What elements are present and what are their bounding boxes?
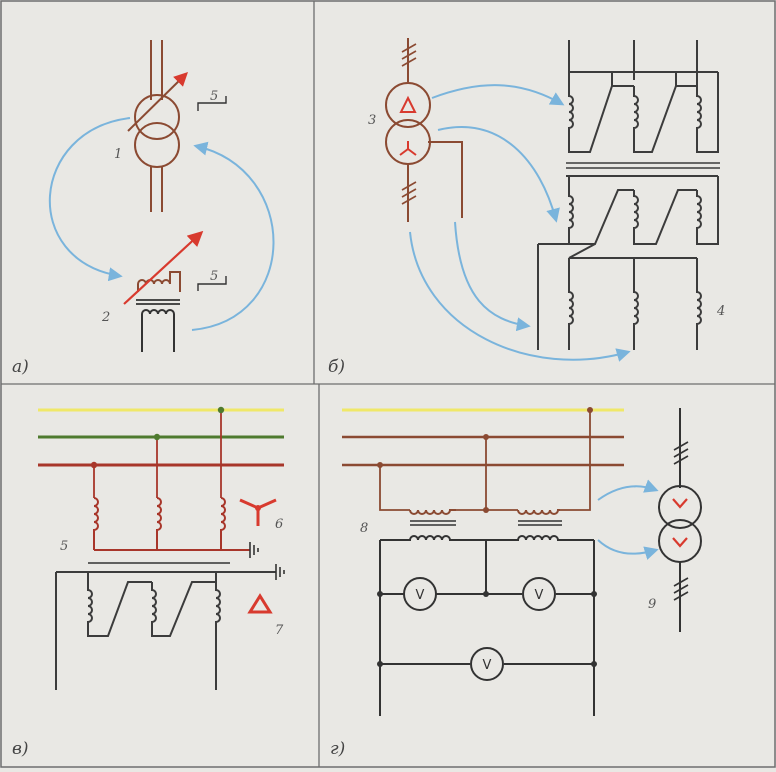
voltmeter-3: V bbox=[470, 647, 504, 681]
variable-arrow-2 bbox=[123, 230, 204, 305]
arrow-b2 bbox=[437, 126, 560, 223]
delta-symbol-7 bbox=[247, 593, 273, 614]
panel-v: 5 6 7 в) bbox=[12, 406, 285, 759]
voltmeter-2-symbol: V bbox=[535, 588, 544, 603]
transformer-symbol-1 bbox=[134, 94, 180, 168]
arrow-b3 bbox=[454, 221, 531, 332]
transformer-symbol-9 bbox=[658, 408, 702, 632]
panel-v-label: в) bbox=[12, 739, 29, 759]
delta-windings bbox=[566, 40, 720, 169]
star-symbol-6 bbox=[239, 498, 277, 526]
marker-5a: 5 bbox=[210, 89, 218, 104]
voltmeter-3-symbol: V bbox=[483, 658, 492, 673]
marker-6: 6 bbox=[275, 517, 283, 532]
marker-5-v: 5 bbox=[60, 539, 68, 554]
variable-arrow-1 bbox=[127, 72, 188, 132]
voltmeter-2: V bbox=[522, 577, 556, 611]
marker-2: 2 bbox=[101, 310, 110, 325]
transformer-symbol-3 bbox=[385, 38, 463, 222]
middle-windings bbox=[537, 175, 719, 350]
marker-4: 4 bbox=[716, 304, 725, 319]
transformer-2 bbox=[123, 230, 204, 352]
arrow-b4 bbox=[409, 231, 631, 362]
marker-9: 9 bbox=[648, 597, 656, 612]
voltmeter-1-symbol: V bbox=[416, 588, 425, 603]
voltage-transformer-primary bbox=[93, 497, 250, 551]
voltage-transformer-secondary bbox=[55, 571, 276, 690]
panel-b: 3 4 б) bbox=[328, 38, 725, 377]
marker-1: 1 bbox=[114, 147, 122, 162]
panel-a: 1 2 5 5 а) bbox=[12, 40, 275, 377]
panel-a-label: а) bbox=[12, 357, 29, 377]
marker-8: 8 bbox=[360, 521, 368, 536]
transformer-8-coils bbox=[380, 509, 594, 541]
panel-b-label: б) bbox=[328, 357, 345, 377]
marker-7: 7 bbox=[275, 623, 284, 638]
arrow-g2 bbox=[597, 539, 659, 560]
arc-arrow-a2 bbox=[191, 141, 275, 331]
voltmeter-grid bbox=[379, 540, 595, 716]
arc-arrow-a1 bbox=[48, 117, 131, 282]
star-windings bbox=[568, 243, 702, 350]
panel-g: V V V bbox=[330, 407, 702, 759]
voltmeter-1: V bbox=[403, 577, 437, 611]
step-symbol-5a bbox=[197, 96, 227, 111]
step-symbol-5b bbox=[197, 276, 227, 291]
arrow-g1 bbox=[597, 479, 659, 501]
arrow-b1 bbox=[431, 84, 565, 106]
marker-5b: 5 bbox=[210, 269, 218, 284]
panel-g-label: г) bbox=[330, 739, 345, 759]
marker-3: 3 bbox=[368, 113, 376, 128]
